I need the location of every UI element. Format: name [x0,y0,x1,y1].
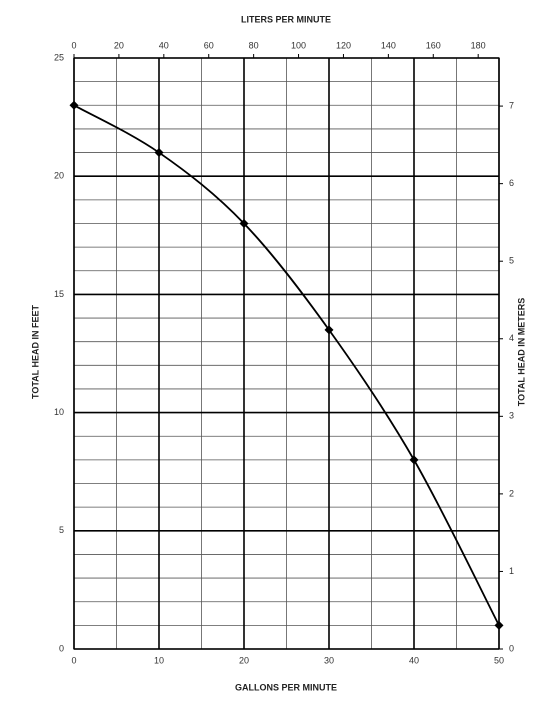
x2-tick-label: 80 [249,40,259,50]
y2-tick-label: 1 [509,566,514,576]
y-axis-title: TOTAL HEAD IN FEET [30,305,40,400]
point [69,100,79,110]
x2-tick-label: 160 [426,40,441,50]
y2-tick-label: 6 [509,178,514,188]
x2-tick-label: 180 [471,40,486,50]
x2-tick-label: 100 [291,40,306,50]
point [324,325,334,335]
x2-tick-label: 120 [336,40,351,50]
y-tick-label: 20 [54,171,64,181]
x-tick-label: 20 [239,655,249,665]
y-tick-label: 10 [54,407,64,417]
y2-tick-label: 0 [509,643,514,653]
y2-tick-label: 3 [509,411,514,421]
x2-tick-label: 20 [114,40,124,50]
x2-tick-label: 40 [159,40,169,50]
y-tick-label: 5 [59,525,64,535]
point [409,455,419,465]
y2-axis-title: TOTAL HEAD IN METERS [516,298,526,407]
x2-tick-label: 0 [71,40,76,50]
x2-axis-title: LITERS PER MINUTE [241,14,331,24]
y2-tick-label: 5 [509,256,514,266]
y2-tick-label: 4 [509,333,514,343]
y-tick-label: 15 [54,289,64,299]
x2-tick-label: 60 [204,40,214,50]
x-tick-label: 0 [71,655,76,665]
x-tick-label: 30 [324,655,334,665]
x-tick-label: 10 [154,655,164,665]
x-tick-label: 50 [494,655,504,665]
x-axis-title: GALLONS PER MINUTE [235,682,337,692]
y2-tick-label: 7 [509,100,514,110]
y2-tick-label: 2 [509,488,514,498]
plot-frame [73,57,500,650]
point [239,218,249,228]
point [154,148,164,158]
x2-tick-label: 140 [381,40,396,50]
x-tick-label: 40 [409,655,419,665]
y-tick-label: 25 [54,52,64,62]
y-tick-label: 0 [59,643,64,653]
point [494,620,504,630]
